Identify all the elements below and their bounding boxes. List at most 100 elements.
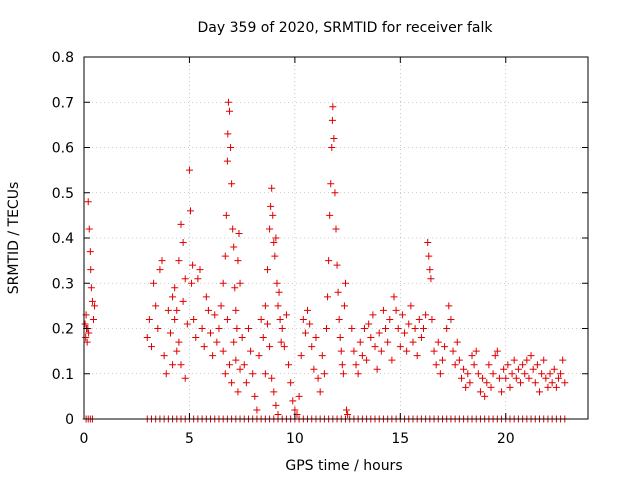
data-point	[474, 370, 482, 378]
data-point	[472, 347, 480, 355]
data-point	[173, 306, 181, 314]
data-point	[244, 325, 252, 332]
data-point	[269, 211, 277, 219]
data-point	[330, 134, 338, 142]
data-point	[538, 370, 546, 378]
data-point	[320, 370, 328, 378]
data-point	[186, 207, 194, 215]
data-point	[341, 279, 349, 287]
data-point	[278, 325, 286, 332]
data-point	[166, 329, 174, 337]
data-point	[152, 302, 160, 310]
data-point	[177, 361, 185, 369]
data-point	[171, 315, 179, 323]
data-point	[365, 320, 373, 328]
data-point	[227, 144, 235, 151]
data-point	[299, 315, 307, 323]
data-point	[371, 343, 379, 351]
data-point	[527, 352, 535, 360]
data-point	[489, 370, 497, 378]
data-point	[453, 338, 461, 346]
data-point	[84, 198, 92, 206]
data-point	[230, 243, 238, 251]
data-point	[209, 352, 217, 360]
data-point	[401, 329, 409, 337]
axis-ticks: 0 0.1 0.2 0.3 0.4 0.5 0.6 0.7 0.8 0 5 10 15 20	[52, 50, 588, 447]
data-point	[189, 261, 197, 269]
data-point	[332, 225, 340, 233]
data-point	[316, 388, 324, 396]
data-point	[468, 352, 476, 360]
chart-title: Day 359 of 2020, SRMTID for receiver fal…	[198, 20, 494, 36]
data-point	[233, 325, 241, 332]
data-point	[273, 279, 281, 287]
x-tick-label: 20	[497, 431, 515, 447]
data-point	[143, 334, 151, 342]
data-point	[358, 352, 366, 360]
data-point	[88, 297, 96, 305]
data-point	[253, 406, 261, 414]
y-tick-label: 0.3	[52, 276, 74, 292]
data-point	[297, 352, 305, 360]
data-point	[502, 374, 510, 382]
data-point	[363, 356, 371, 364]
y-tick-label: 0.2	[52, 322, 74, 338]
data-point	[150, 279, 158, 287]
data-point	[181, 275, 189, 283]
data-point	[443, 325, 451, 332]
data-point	[340, 302, 348, 310]
data-point	[235, 229, 243, 237]
data-point	[194, 275, 202, 283]
data-point	[169, 361, 177, 369]
data-point	[175, 257, 183, 265]
data-point	[396, 343, 404, 351]
data-point	[493, 347, 501, 355]
data-point	[517, 379, 525, 387]
data-point	[249, 370, 257, 378]
data-point	[177, 220, 185, 228]
data-point	[91, 302, 99, 310]
data-point	[83, 338, 91, 346]
data-point	[510, 356, 518, 364]
data-point	[350, 347, 358, 355]
data-point	[175, 338, 183, 346]
data-point	[415, 315, 423, 323]
data-point	[441, 343, 449, 351]
x-tick-label: 15	[391, 431, 409, 447]
data-point	[425, 252, 433, 260]
data-point	[270, 239, 278, 247]
data-point	[500, 365, 508, 373]
data-point	[354, 370, 362, 378]
data-point	[314, 374, 322, 382]
data-point	[192, 334, 200, 342]
data-point	[232, 306, 240, 314]
data-point	[445, 302, 453, 310]
data-point	[234, 388, 242, 396]
data-point	[447, 315, 455, 323]
data-point	[228, 180, 236, 188]
data-point	[257, 315, 265, 323]
data-point	[211, 311, 219, 319]
y-tick-label: 0.5	[52, 186, 74, 202]
data-point	[221, 252, 229, 260]
data-point	[451, 361, 459, 369]
data-point	[344, 410, 352, 418]
data-point	[420, 325, 428, 332]
data-point	[325, 257, 333, 265]
data-point	[251, 392, 259, 400]
data-point	[207, 329, 215, 337]
data-point	[352, 361, 360, 369]
y-tick-label: 0.7	[52, 95, 74, 111]
data-point	[185, 166, 193, 174]
data-point	[338, 361, 346, 369]
data-point	[188, 279, 196, 287]
data-point	[487, 383, 495, 391]
x-axis-title: GPS time / hours	[285, 458, 402, 474]
data-point	[275, 288, 283, 296]
data-point	[561, 379, 569, 387]
data-point	[219, 347, 227, 355]
data-point	[430, 347, 438, 355]
data-point	[512, 374, 520, 382]
data-point	[348, 325, 356, 332]
data-point	[544, 383, 552, 391]
